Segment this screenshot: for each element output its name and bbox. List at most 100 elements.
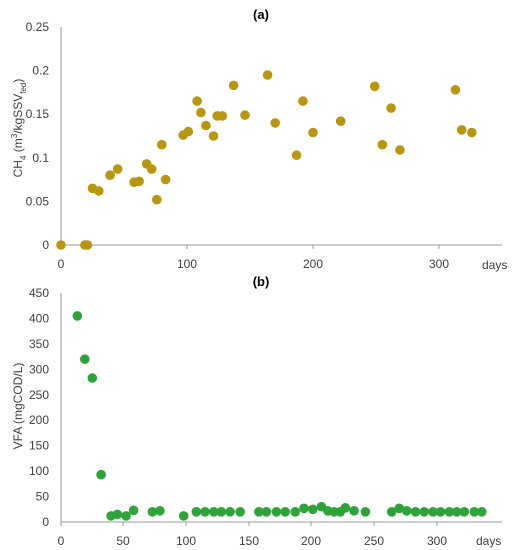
panel-a-y-tick-label: 0.1 <box>32 151 49 165</box>
panel-a-title: (a) <box>253 7 269 22</box>
panel-b-data-point <box>386 507 397 517</box>
panel-b-y-tick-label: 200 <box>29 413 49 427</box>
panel-a-x-ticks: 0 100 200 300 <box>58 245 449 271</box>
panel-a-x-tick-label: 300 <box>429 257 449 271</box>
panel-b-y-tick-label: 400 <box>29 311 49 325</box>
panel-b-y-tick-label: 350 <box>29 337 49 351</box>
panel-b-axes <box>60 293 502 523</box>
panel-a-data-point <box>152 194 162 205</box>
panel-b-data-point <box>235 507 245 517</box>
panel-a-data-point <box>228 80 239 91</box>
panel-b-x-tick-label: 300 <box>427 534 447 548</box>
panel-a-y-axis-label: CH4 (m3/kgSSVfed) <box>10 79 28 178</box>
panel-b-data-point <box>147 507 158 517</box>
panel-b-data-point <box>200 507 210 517</box>
panel-b-data-point <box>216 507 227 517</box>
panel-a-data-point <box>192 96 202 106</box>
panel-b-data-point <box>280 507 291 517</box>
panel-b-data-point <box>191 507 202 517</box>
panel-b-data-point <box>428 507 438 517</box>
panel-a-data-point <box>395 145 405 155</box>
panel-b-data-point <box>209 507 219 517</box>
panel-a-x-tick-label: 100 <box>177 257 197 271</box>
panel-b-y-tick-label: 300 <box>29 362 49 376</box>
panel-b-y-tick-label: 150 <box>29 439 49 453</box>
panel-a-data-point <box>160 174 171 185</box>
panel-a-data-point <box>335 116 346 126</box>
panel-b-x-tick-label: 200 <box>301 534 321 548</box>
panel-a-data-point <box>291 150 302 160</box>
panel-b-data-point <box>410 507 421 517</box>
panel-a-data-point <box>146 164 157 174</box>
panel-b-data-point <box>469 507 480 517</box>
panel-a-data-point <box>450 85 461 95</box>
panel-b-x-tick-label: 150 <box>239 534 259 548</box>
panel-b-y-axis-label: VFA (mgCOD/L) <box>11 363 25 450</box>
panel-a-axes <box>60 27 502 246</box>
panel-a-data-point <box>196 107 206 118</box>
panel-a-data-point <box>386 103 396 113</box>
panel-b-data-point <box>261 507 272 517</box>
panel-b-data-point <box>340 503 351 513</box>
panel-b-data-point <box>155 506 165 516</box>
panel-b-x-tick-label: 250 <box>364 534 384 548</box>
panel-b-data-point <box>178 511 189 521</box>
panel-b-data-point <box>459 507 470 517</box>
panel-b-data-point <box>225 507 235 517</box>
panel-b-data-point <box>401 506 412 516</box>
panel-b-data-point <box>452 507 462 517</box>
panel-a-points <box>56 70 477 250</box>
panel-a-data-point <box>240 110 250 120</box>
panel-b-title: (b) <box>253 274 270 289</box>
panel-a-data-point <box>105 170 115 180</box>
panel-a: (a) CH4 (m3/kgSSVfed) 0 0.05 0.1 0.15 0.2 0.2… <box>10 7 507 272</box>
panel-b-data-point <box>290 507 301 517</box>
panel-b-data-point <box>394 503 405 514</box>
panel-b-y-tick-label: 100 <box>29 464 49 478</box>
panel-b-data-point <box>112 509 123 520</box>
panel-b-x-tick-label: 0 <box>58 534 65 548</box>
panel-b-data-point <box>80 354 90 365</box>
panel-a-data-point <box>94 186 104 196</box>
panel-b-data-point <box>349 506 359 516</box>
panel-b-y-tick-label: 250 <box>29 388 49 402</box>
panel-b-points <box>72 311 487 521</box>
panel-a-data-point <box>377 139 388 150</box>
panel-b-y-tick-label: 450 <box>29 286 49 300</box>
panel-b-x-ticks: 0 50 100 150 200 250 300 <box>58 522 447 548</box>
panel-a-x-tick-label: 0 <box>58 257 65 271</box>
panel-b-data-point <box>477 507 487 517</box>
panel-b-data-point <box>121 511 131 521</box>
panel-a-y-tick-label: 0.05 <box>26 194 50 208</box>
panel-b-data-point <box>360 507 371 517</box>
panel-a-x-tick-label: 200 <box>303 257 323 271</box>
panel-a-y-tick-label: 0 <box>42 238 49 252</box>
panel-a-y-ticks: 0 0.05 0.1 0.15 0.2 0.25 <box>26 20 50 252</box>
panel-b-data-point <box>72 311 83 321</box>
panel-b-x-tick-label: 50 <box>116 534 130 548</box>
panel-a-y-tick-label: 0.25 <box>26 20 50 34</box>
panel-b-data-point <box>254 507 264 517</box>
panel-a-data-point <box>270 118 281 128</box>
panel-a-data-point <box>134 176 144 187</box>
panel-a-y-tick-label: 0.15 <box>26 107 50 121</box>
panel-b-data-point <box>87 373 98 383</box>
panel-a-data-point <box>208 131 219 141</box>
panel-b-data-point <box>308 504 318 515</box>
panel-a-data-point <box>82 240 93 250</box>
panel-b: (b) VFA (mgCOD/L) 0 50 100 150 200 250 300 350 4… <box>11 274 502 548</box>
panel-b-data-point <box>271 507 282 517</box>
panel-a-data-point <box>217 111 228 121</box>
panel-a-data-point <box>456 125 467 135</box>
panel-a-data-point <box>467 127 477 138</box>
panel-b-x-unit-label: days <box>476 534 501 548</box>
panel-a-y-tick-label: 0.2 <box>32 64 49 78</box>
panel-b-data-point <box>444 507 455 517</box>
panel-b-data-point <box>96 469 106 480</box>
panel-a-data-point <box>298 96 308 106</box>
panel-b-y-tick-label: 50 <box>36 490 50 504</box>
panel-b-y-tick-label: 0 <box>42 515 49 529</box>
panel-a-data-point <box>183 126 194 137</box>
panel-a-data-point <box>369 81 380 92</box>
